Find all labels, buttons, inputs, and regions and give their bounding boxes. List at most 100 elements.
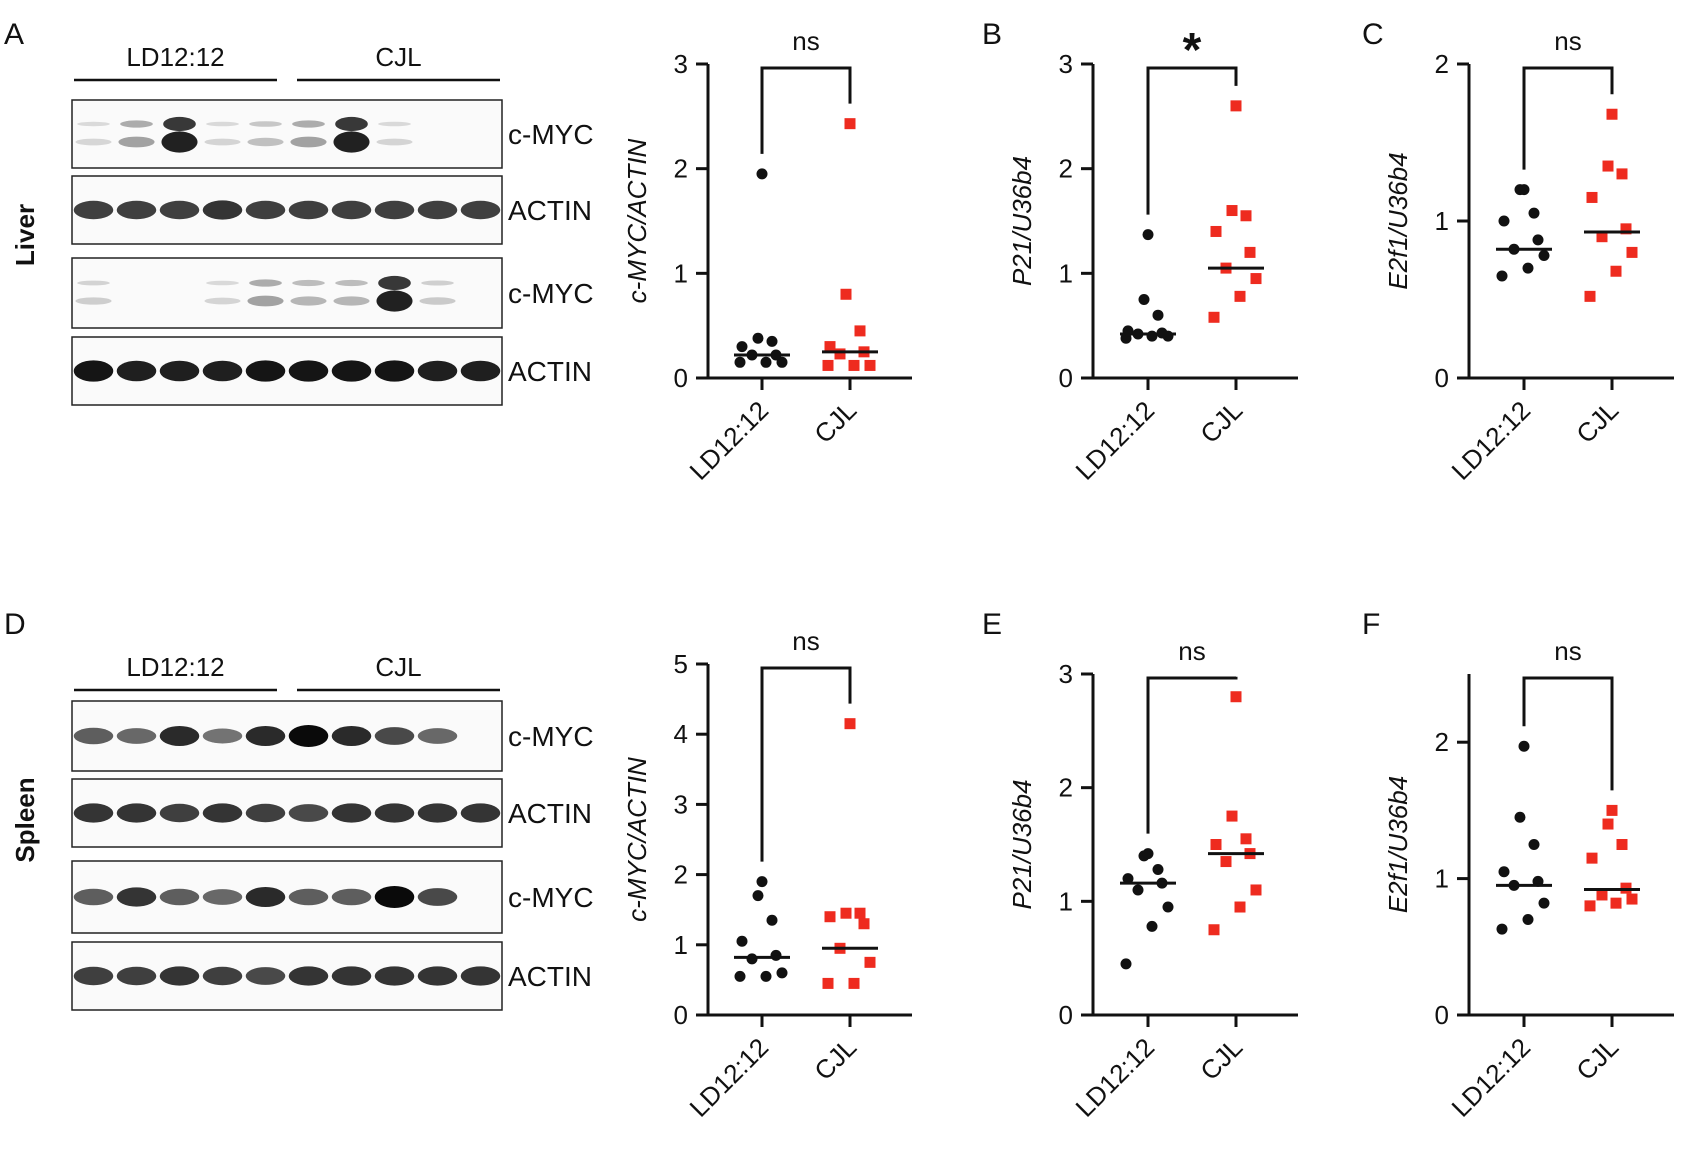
blot-band <box>417 728 458 744</box>
data-point-cjl <box>1226 810 1238 822</box>
data-point-ld <box>776 967 788 979</box>
blot-band <box>374 360 415 382</box>
blot-band <box>374 803 415 823</box>
data-point-ld <box>766 914 778 926</box>
blot-band <box>288 725 329 747</box>
western-blot-2: LD12:12 CJL c-MYC ACTIN c-MYC ACTIN <box>71 652 594 1011</box>
y-tick-label: 3 <box>674 789 688 819</box>
blot-group-label: CJL <box>375 42 421 72</box>
blot-band <box>120 120 153 128</box>
blot-band <box>460 966 501 986</box>
y-axis-label: E2f1/U36b4 <box>1383 776 1413 913</box>
data-point-cjl <box>834 348 846 360</box>
blot-protein-label: c-MYC <box>508 278 594 309</box>
panel-letter-d: D <box>4 608 26 641</box>
data-point-ld <box>1514 811 1526 823</box>
panel-letter-b: B <box>982 18 1002 51</box>
data-point-cjl <box>864 956 876 968</box>
significance-label: ns <box>1554 636 1581 666</box>
data-point-ld <box>1518 740 1530 752</box>
blot-band <box>417 803 458 823</box>
data-point-cjl <box>1226 205 1238 217</box>
blot-band <box>245 967 286 985</box>
blot-strip: ACTIN <box>71 175 592 245</box>
blot-band <box>73 200 114 220</box>
x-tick-label: LD12:12 <box>1446 395 1537 486</box>
blot-band <box>290 136 327 148</box>
tissue-label-spleen: Spleen <box>10 777 40 862</box>
blot-band <box>245 200 286 220</box>
blot-band <box>417 888 458 906</box>
blot-strip: ACTIN <box>71 941 592 1011</box>
data-point-cjl <box>1240 833 1252 845</box>
blot-group-label: CJL <box>375 652 421 682</box>
data-point-cjl <box>1596 231 1608 243</box>
data-point-cjl <box>1220 856 1232 868</box>
data-point-ld <box>752 332 764 344</box>
data-point-ld <box>756 876 768 888</box>
dot-plots: 0 1 2 3 c-MYC/ACTIN LD12:12 CJL ns 0 1 2 3 P21/U36b4… <box>622 24 1674 1123</box>
blot-band <box>202 966 243 986</box>
data-point-cjl <box>1626 893 1638 905</box>
blot-band <box>417 966 458 986</box>
blot-band <box>204 138 241 146</box>
data-point-ld <box>1538 250 1550 262</box>
blot-band <box>292 120 325 128</box>
blot-band <box>331 888 372 906</box>
blot-band <box>159 966 200 986</box>
data-point-ld <box>1138 294 1150 305</box>
x-tick-label: CJL <box>1194 1032 1248 1086</box>
blot-band <box>378 121 411 127</box>
blot-strip: ACTIN <box>71 778 592 848</box>
data-point-cjl <box>1596 889 1608 901</box>
data-point-ld <box>760 356 772 368</box>
data-point-ld <box>1522 914 1534 926</box>
blot-band <box>333 296 370 306</box>
panel-letter-e: E <box>982 608 1002 641</box>
data-point-cjl <box>1208 924 1220 936</box>
blot-band <box>73 803 114 823</box>
blot-band <box>159 803 200 823</box>
panel-letter-c: C <box>1362 18 1384 51</box>
data-point-ld <box>752 890 764 902</box>
data-point-cjl <box>1234 901 1246 913</box>
blot-band <box>335 279 368 287</box>
y-tick-label: 0 <box>1435 363 1449 393</box>
blot-strip: c-MYC <box>71 700 594 772</box>
blot-band <box>335 116 368 132</box>
significance-bracket <box>1522 66 1614 170</box>
blot-band <box>204 297 241 305</box>
data-point-cjl <box>1602 818 1614 830</box>
blot-band <box>202 200 243 220</box>
blot-band <box>75 138 112 146</box>
y-axis-label: E2f1/U36b4 <box>1383 152 1413 289</box>
y-tick-label: 2 <box>674 860 688 890</box>
data-point-cjl <box>858 918 870 930</box>
data-point-ld <box>756 168 768 180</box>
data-point-cjl <box>1210 225 1222 237</box>
blot-band <box>376 290 413 312</box>
data-point-cjl <box>824 911 836 923</box>
blot-band <box>460 200 501 220</box>
blot-band <box>421 280 454 286</box>
blot-strip-frame <box>71 257 503 329</box>
blot-band <box>292 279 325 287</box>
data-point-cjl <box>1620 223 1632 235</box>
significance-label: ns <box>1178 636 1205 666</box>
significance-bracket <box>760 666 852 862</box>
blot-band <box>331 200 372 220</box>
blot-band <box>206 121 239 127</box>
x-tick-label: LD12:12 <box>684 395 775 486</box>
data-point-ld <box>1518 184 1530 196</box>
blot-protein-label: ACTIN <box>508 961 592 992</box>
panel-letter-a: A <box>4 18 24 51</box>
data-point-cjl <box>1586 852 1598 864</box>
data-point-ld <box>1528 207 1540 219</box>
data-point-cjl <box>1616 168 1628 180</box>
data-point-cjl <box>848 359 860 371</box>
blot-band <box>288 200 329 220</box>
blot-band <box>202 803 243 823</box>
blot-band <box>417 360 458 382</box>
data-point-cjl <box>824 341 836 353</box>
blot-band <box>73 888 114 906</box>
